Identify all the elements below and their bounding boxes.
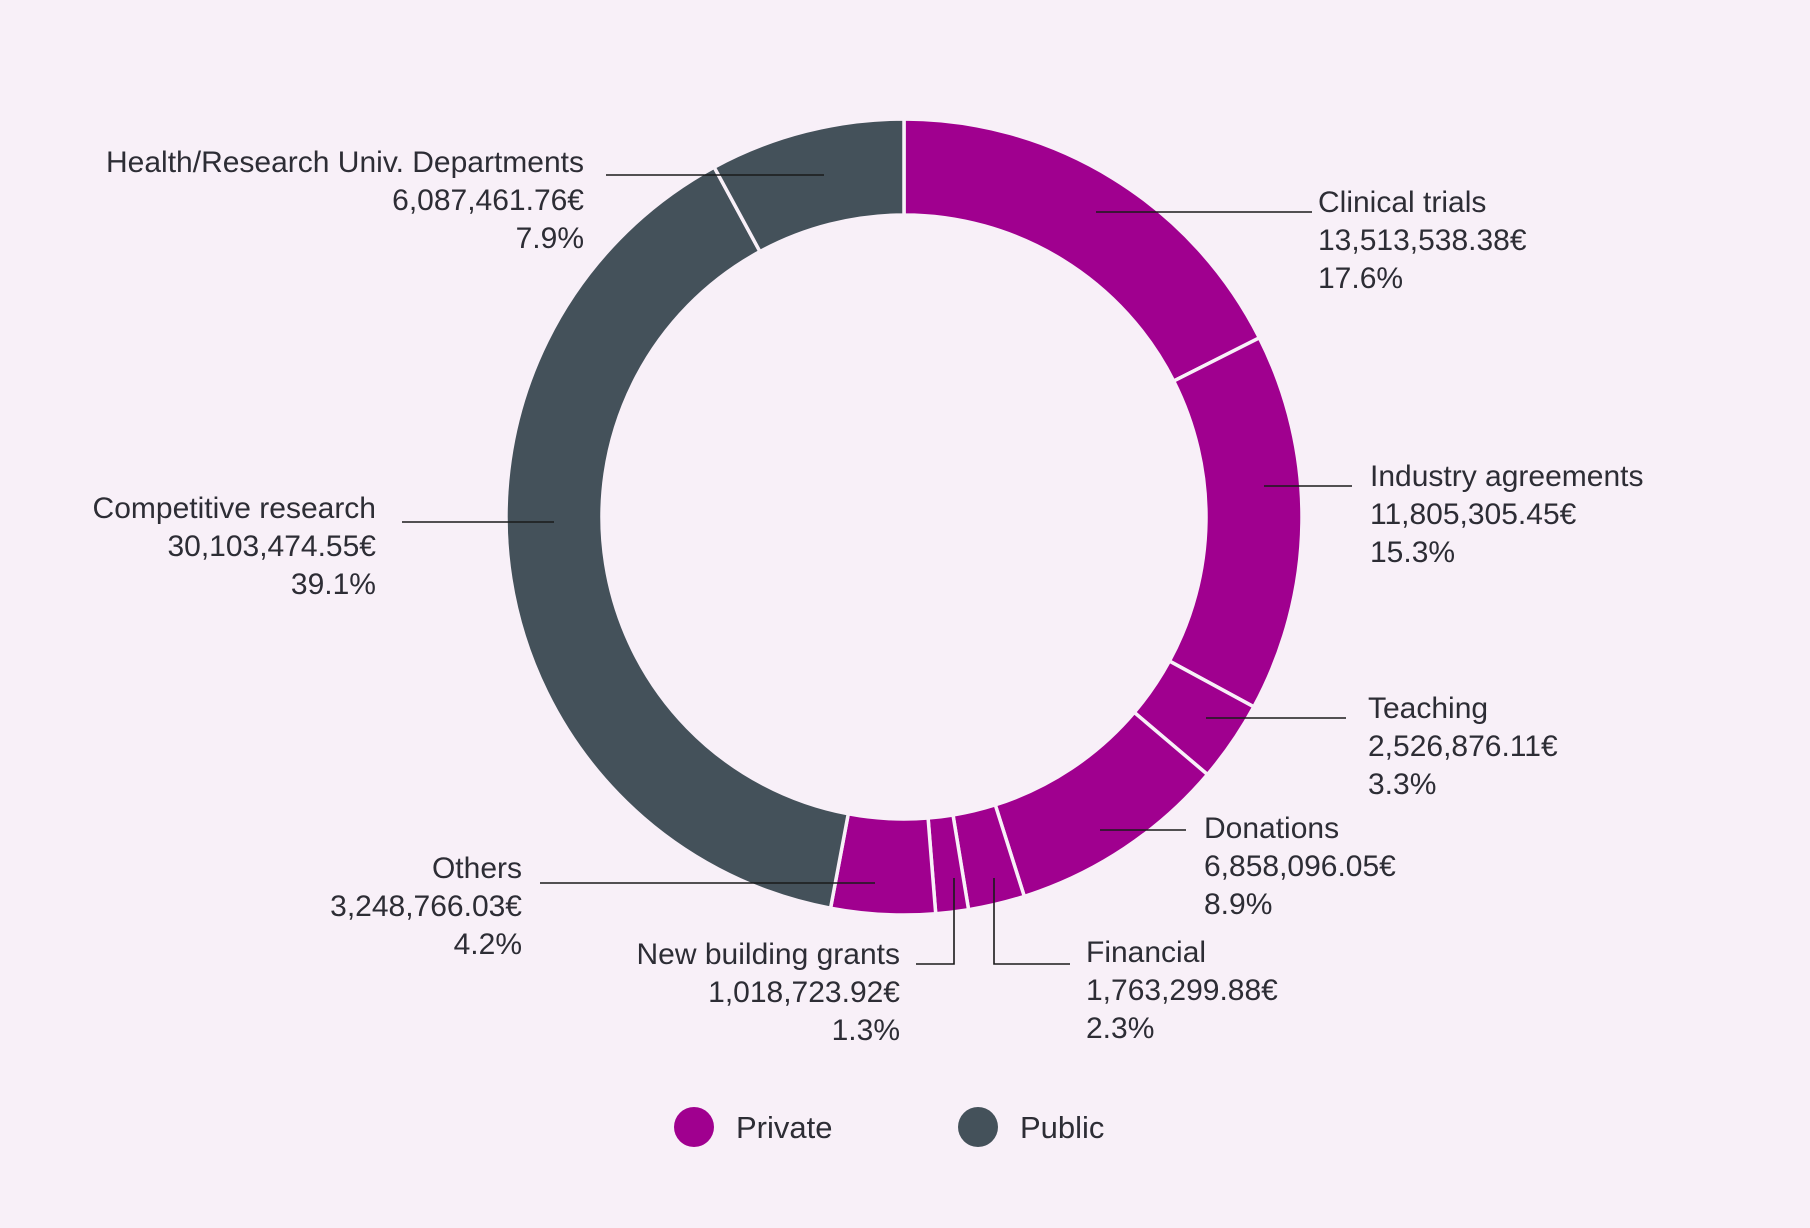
segment-amount-financial: 1,763,299.88€	[1086, 974, 1278, 1007]
legend-swatch-public	[958, 1107, 998, 1147]
label-group-industry-agreements: Industry agreements 11,805,305.45€ 15.3%	[1370, 460, 1643, 569]
legend-item-public: Public	[958, 1107, 1104, 1147]
label-group-clinical-trials: Clinical trials 13,513,538.38€ 17.6%	[1318, 186, 1527, 295]
segment-label-teaching: Teaching	[1368, 692, 1488, 725]
segment-amount-new-building-grants: 1,018,723.92€	[708, 976, 900, 1009]
segment-amount-teaching: 2,526,876.11€	[1368, 730, 1558, 763]
segments-group	[504, 117, 1304, 917]
segment-amount-clinical-trials: 13,513,538.38€	[1318, 224, 1527, 257]
segment-amount-others: 3,248,766.03€	[330, 890, 522, 923]
label-group-competitive-research: Competitive research 30,103,474.55€ 39.1%	[93, 492, 377, 601]
label-group-financial: Financial 1,763,299.88€ 2.3%	[1086, 936, 1278, 1045]
segment-label-health-research-univ-departments: Health/Research Univ. Departments	[106, 146, 584, 179]
segment-percent-clinical-trials: 17.6%	[1318, 262, 1403, 295]
segment-label-competitive-research: Competitive research	[93, 492, 376, 525]
legend: Private Public	[674, 1107, 1104, 1147]
label-group-teaching: Teaching 2,526,876.11€ 3.3%	[1368, 692, 1558, 801]
leader-line-financial	[993, 878, 1070, 965]
legend-swatch-private	[674, 1107, 714, 1147]
legend-label-private: Private	[736, 1110, 832, 1145]
segment-amount-industry-agreements: 11,805,305.45€	[1370, 498, 1577, 531]
segment-percent-others: 4.2%	[454, 928, 522, 961]
label-group-new-building-grants: New building grants 1,018,723.92€ 1.3%	[637, 938, 901, 1047]
segment-amount-health-research-univ-departments: 6,087,461.76€	[392, 184, 584, 217]
segment-label-new-building-grants: New building grants	[637, 938, 900, 971]
segment-percent-donations: 8.9%	[1204, 888, 1272, 921]
segment-label-others: Others	[432, 852, 522, 885]
segment-clinical-trials	[902, 117, 1262, 383]
segment-amount-donations: 6,858,096.05€	[1204, 850, 1396, 883]
leader-lines-group	[402, 174, 1352, 965]
labels-group: Clinical trials 13,513,538.38€ 17.6% Indust…	[93, 146, 1644, 1047]
legend-label-public: Public	[1020, 1110, 1104, 1145]
segment-percent-competitive-research: 39.1%	[291, 568, 376, 601]
label-group-donations: Donations 6,858,096.05€ 8.9%	[1204, 812, 1396, 921]
segment-industry-agreements	[1167, 336, 1304, 709]
segment-competitive-research	[504, 165, 851, 910]
segment-label-clinical-trials: Clinical trials	[1318, 186, 1486, 219]
leader-line-new-building-grants	[916, 878, 955, 965]
segment-percent-new-building-grants: 1.3%	[832, 1014, 900, 1047]
segment-amount-competitive-research: 30,103,474.55€	[167, 530, 376, 563]
legend-item-private: Private	[674, 1107, 832, 1147]
segment-health-research-univ-departments	[712, 117, 906, 254]
segment-label-financial: Financial	[1086, 936, 1206, 969]
label-group-others: Others 3,248,766.03€ 4.2%	[330, 852, 522, 961]
segment-percent-teaching: 3.3%	[1368, 768, 1436, 801]
label-group-health-research-univ-departments: Health/Research Univ. Departments 6,087,4…	[106, 146, 584, 255]
segment-percent-financial: 2.3%	[1086, 1012, 1154, 1045]
segment-percent-health-research-univ-departments: 7.9%	[516, 222, 584, 255]
segment-label-industry-agreements: Industry agreements	[1370, 460, 1643, 493]
segment-percent-industry-agreements: 15.3%	[1370, 536, 1455, 569]
segment-label-donations: Donations	[1204, 812, 1339, 845]
